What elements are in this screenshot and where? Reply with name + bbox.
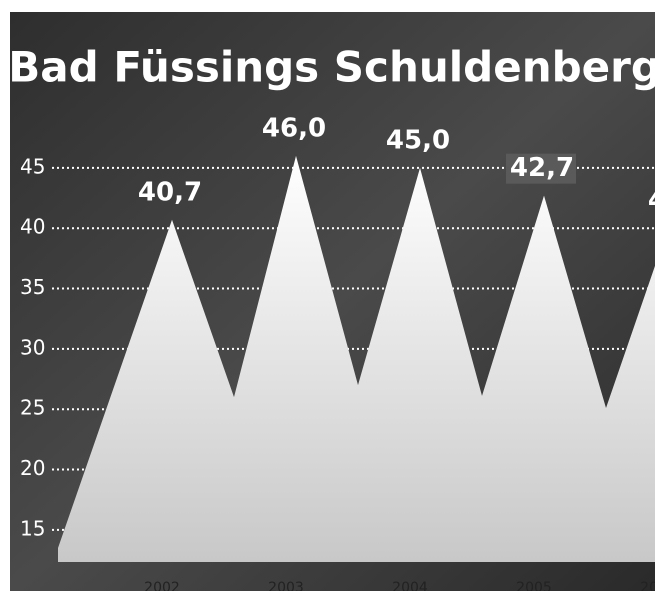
value-label: 45,0 [386, 125, 450, 155]
x-tick-label: 2003 [268, 580, 304, 591]
value-label: 42,7 [510, 153, 574, 183]
x-tick-label: 2004 [392, 580, 428, 591]
chart: 15 20 25 30 35 40 45 2002 40,7 2003 46,0 2004 45,0 20… [0, 0, 655, 591]
value-label: 40,7 [138, 177, 202, 207]
chart-title: Bad Füssings Schuldenberg: [8, 43, 655, 92]
page: 15 20 25 30 35 40 45 2002 40,7 2003 46,0 2004 45,0 20… [0, 0, 655, 591]
x-tick-label: 2005 [516, 580, 552, 591]
y-tick-label: 45 [20, 154, 45, 178]
plot-area: 15 20 25 30 35 40 45 2002 40,7 2003 46,0 2004 45,0 20… [10, 12, 655, 591]
y-tick-label: 30 [20, 335, 45, 359]
y-tick-label: 20 [20, 456, 45, 480]
value-label: 40 [648, 186, 655, 216]
y-tick-label: 35 [20, 275, 45, 299]
y-tick-label: 25 [20, 396, 45, 420]
x-tick-label: 2006 [640, 580, 655, 591]
y-tick-label: 15 [20, 516, 45, 540]
y-tick-label: 40 [20, 215, 45, 239]
value-label: 46,0 [262, 113, 326, 143]
x-tick-label: 2002 [144, 580, 180, 591]
